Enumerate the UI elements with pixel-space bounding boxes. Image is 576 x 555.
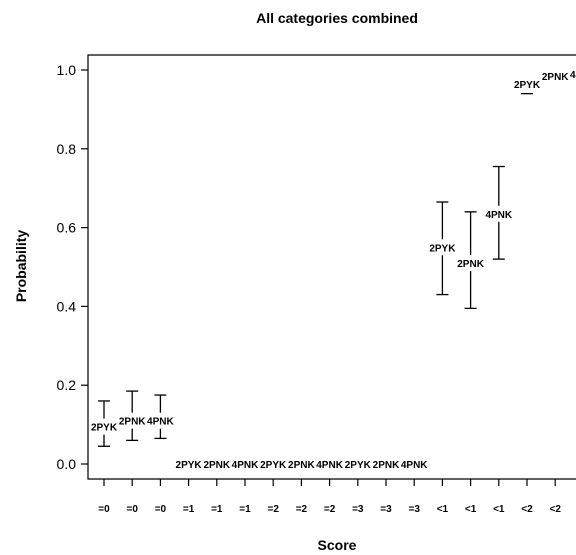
x-tick-label: =2 xyxy=(296,504,308,515)
y-tick-label: 1.0 xyxy=(57,62,77,78)
x-tick-label: <1 xyxy=(493,504,505,515)
point-label: 2PYK xyxy=(514,80,541,91)
x-tick-label: =0 xyxy=(155,504,167,515)
point-label: 2PNK xyxy=(288,460,315,471)
x-tick-label: <1 xyxy=(437,504,449,515)
x-tick-label: =1 xyxy=(239,504,251,515)
point-label: 4PNK xyxy=(570,70,576,81)
x-tick-label: =3 xyxy=(352,504,364,515)
plot-border xyxy=(87,54,576,480)
x-tick-label: =0 xyxy=(126,504,138,515)
error-bar xyxy=(126,390,139,442)
point-label: 2PYK xyxy=(345,460,372,471)
point-label: 2PNK xyxy=(373,460,400,471)
error-bar xyxy=(436,201,449,296)
point-label: 4PNK xyxy=(401,460,428,471)
error-bar xyxy=(98,400,110,447)
x-axis-label: Score xyxy=(318,537,357,553)
point-label: 2PNK xyxy=(457,259,484,270)
x-tick-label: =3 xyxy=(408,504,420,515)
x-axis: =0=0=0=1=1=1=2=2=2=3=3=3<1<1<1<2<2<2 xyxy=(98,479,561,515)
point-label: 4PNK xyxy=(147,417,174,428)
x-tick-label: =1 xyxy=(211,504,223,515)
point-label: 4PNK xyxy=(485,210,512,221)
x-tick-label: =2 xyxy=(267,504,279,515)
y-axis-label: Probability xyxy=(13,230,29,303)
chart-title: All categories combined xyxy=(256,10,418,26)
x-tick-label: =3 xyxy=(380,504,392,515)
x-tick-label: <1 xyxy=(465,504,477,515)
error-bar xyxy=(464,211,477,310)
point-label: 2PYK xyxy=(91,423,118,434)
x-tick-label: <2 xyxy=(549,504,561,515)
x-tick-label: <2 xyxy=(521,504,533,515)
x-tick-label: =1 xyxy=(183,504,195,515)
x-tick-label: =0 xyxy=(98,504,110,515)
point-label: 2PYK xyxy=(429,243,456,254)
y-tick-label: 0.8 xyxy=(57,141,77,157)
y-axis: 0.0 0.2 0.4 0.6 0.8 1.0 xyxy=(57,62,88,472)
error-bar xyxy=(492,165,505,260)
point-label: 2PNK xyxy=(203,460,230,471)
x-tick-label: =2 xyxy=(324,504,336,515)
point-label: 2PYK xyxy=(176,460,203,471)
point-label: 2PNK xyxy=(119,417,146,428)
y-tick-label: 0.2 xyxy=(57,377,77,393)
point-label: 2PYK xyxy=(260,460,287,471)
point-label: 4PNK xyxy=(232,460,259,471)
plot-frame xyxy=(87,54,576,480)
error-bar xyxy=(154,394,167,440)
y-tick-label: 0.4 xyxy=(57,298,77,314)
y-tick-label: 0.6 xyxy=(57,220,77,236)
y-tick-label: 0.0 xyxy=(57,456,77,472)
point-label: 4PNK xyxy=(316,460,343,471)
point-label: 2PNK xyxy=(542,72,569,83)
